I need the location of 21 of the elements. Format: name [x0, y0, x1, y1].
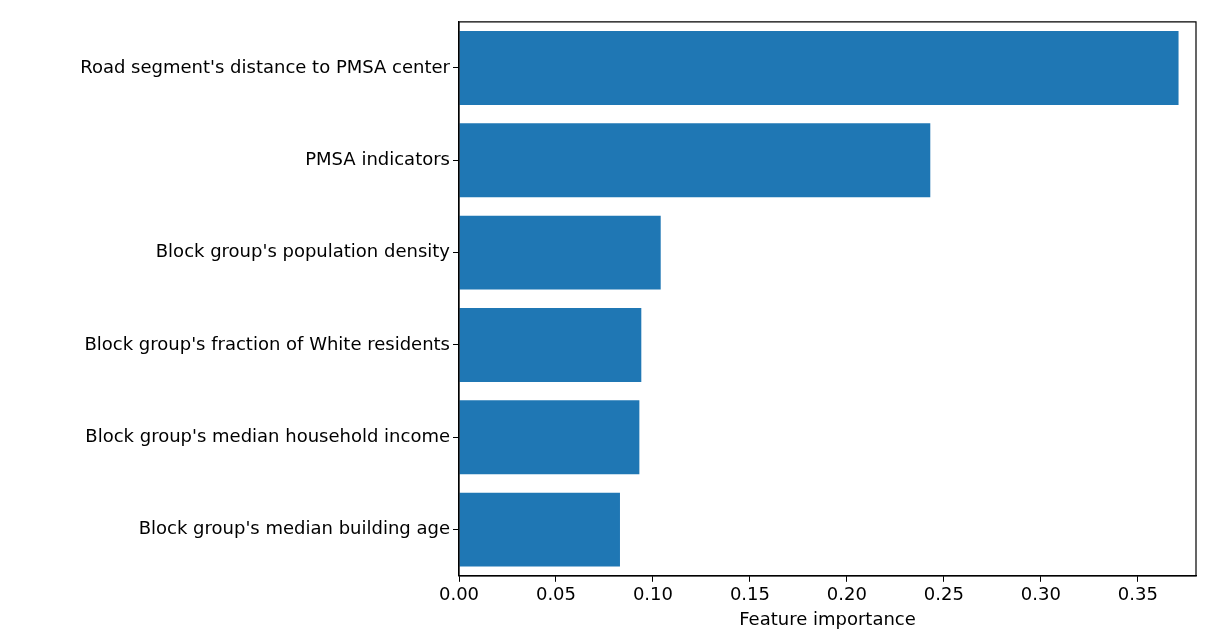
bar: [459, 400, 640, 475]
x-axis-title: Feature importance: [739, 607, 916, 629]
x-tick-label: 0.35: [1117, 583, 1158, 605]
bar: [459, 215, 661, 290]
x-tick-label: 0.25: [923, 583, 964, 605]
bar: [459, 31, 1179, 105]
x-tick-label: 0.20: [826, 583, 867, 605]
bar: [459, 123, 931, 198]
x-tick-label: 0.10: [632, 583, 673, 605]
x-tick-label: 0.05: [535, 583, 577, 605]
y-tick-label: Block group's median household income: [85, 424, 450, 446]
x-tick-label: 0.00: [438, 583, 480, 605]
bar: [459, 308, 642, 382]
bar: [459, 492, 620, 567]
y-tick-label: Block group's median building age: [138, 517, 450, 539]
y-tick-label: Block group's fraction of White residents: [84, 332, 450, 354]
x-tick-label: 0.15: [729, 583, 770, 605]
y-tick-label: PMSA indicators: [305, 147, 450, 169]
y-tick-label: Block group's population density: [155, 240, 451, 262]
x-tick-label: 0.30: [1020, 583, 1061, 605]
y-tick-label: Road segment's distance to PMSA center: [80, 55, 451, 77]
